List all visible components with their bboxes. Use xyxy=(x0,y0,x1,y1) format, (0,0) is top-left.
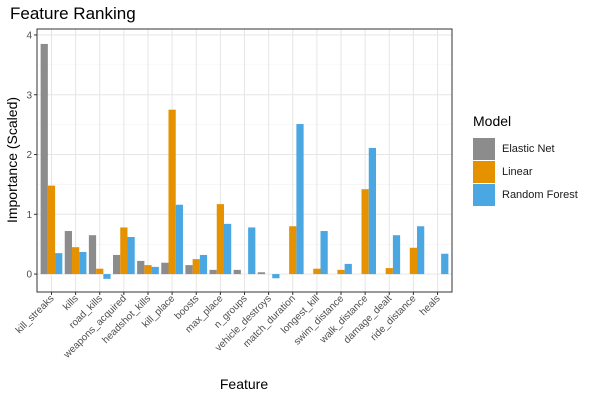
y-tick-label: 2 xyxy=(26,150,32,161)
legend-item: Linear xyxy=(473,161,533,183)
bar-random-forest-boosts xyxy=(199,254,208,275)
legend-key-swatch xyxy=(473,138,495,160)
bar-linear-boosts xyxy=(192,259,200,275)
bar-random-forest-walk_distance xyxy=(368,147,376,275)
bar-linear-kills xyxy=(71,247,80,275)
bar-random-forest-weapons_acquired xyxy=(127,237,135,275)
bar-random-forest-ride_distance xyxy=(417,226,425,275)
bar-linear-swim_distance xyxy=(337,269,345,275)
bar-random-forest-longest_kill xyxy=(320,231,328,275)
bar-linear-damage_dealt xyxy=(385,268,393,275)
bar-random-forest-kill_streaks xyxy=(55,253,63,275)
x-tick-label: kill_streaks xyxy=(14,293,57,336)
legend-key-swatch xyxy=(473,161,495,183)
bar-random-forest-kills xyxy=(79,251,87,275)
legend-label: Random Forest xyxy=(502,189,578,201)
bar-linear-match_duration xyxy=(289,226,297,275)
x-axis-label: Feature xyxy=(220,376,268,392)
legend-key-swatch xyxy=(473,184,495,206)
y-tick-label: 4 xyxy=(26,30,32,41)
bar-random-forest-n_groups xyxy=(248,227,256,275)
x-tick-label: kills xyxy=(61,293,81,313)
x-tick-label: heals xyxy=(418,293,443,318)
bar-linear-headshot_kills xyxy=(144,265,152,275)
bar-elastic-net-road_kills xyxy=(88,235,97,275)
x-axis: kill_streaks killsroad_killsweapons_acqui… xyxy=(14,292,443,361)
legend-item: Random Forest xyxy=(473,184,578,206)
bar-elastic-net-kill_place xyxy=(161,262,169,275)
bar-random-forest-max_place xyxy=(223,223,232,275)
y-tick-label: 1 xyxy=(26,210,32,221)
bar-random-forest-match_duration xyxy=(296,124,304,275)
y-tick-label: 0 xyxy=(26,270,32,281)
y-axis-label: Importance (Scaled) xyxy=(4,97,20,223)
bar-random-forest-road_kills xyxy=(103,274,111,279)
bar-linear-ride_distance xyxy=(409,247,418,275)
bar-linear-max_place xyxy=(216,204,224,275)
grid-major xyxy=(37,29,452,292)
bar-elastic-net-weapons_acquired xyxy=(113,254,121,275)
bar-elastic-net-n_groups xyxy=(233,269,241,275)
legend-label: Linear xyxy=(502,166,533,178)
legend-item: Elastic Net xyxy=(473,138,555,160)
bar-elastic-net-kills xyxy=(64,231,72,275)
legend-label: Elastic Net xyxy=(502,143,555,155)
bar-random-forest-headshot_kills xyxy=(151,266,159,275)
bars-group xyxy=(40,43,449,279)
bar-linear-walk_distance xyxy=(361,189,369,275)
bar-random-forest-heals xyxy=(441,253,449,275)
chart-title: Feature Ranking xyxy=(10,4,136,23)
bar-elastic-net-headshot_kills xyxy=(137,260,145,275)
y-axis: 0 1 2 3 4 xyxy=(26,30,37,281)
bar-elastic-net-boosts xyxy=(185,265,193,275)
y-tick-label: 3 xyxy=(26,90,32,101)
bar-elastic-net-vehicle_destroys xyxy=(257,272,266,275)
bar-linear-road_kills xyxy=(96,268,104,275)
bar-linear-kill_place xyxy=(168,109,176,275)
legend-title: Model xyxy=(473,113,512,129)
bar-elastic-net-max_place xyxy=(209,269,217,275)
bar-linear-longest_kill xyxy=(313,268,321,275)
bar-linear-kill_streaks xyxy=(47,185,56,275)
bar-random-forest-kill_place xyxy=(175,204,183,275)
bar-elastic-net-kill_streaks xyxy=(40,43,48,275)
bar-random-forest-vehicle_destroys xyxy=(272,274,280,279)
bar-linear-weapons_acquired xyxy=(120,227,128,275)
bar-random-forest-damage_dealt xyxy=(392,235,401,275)
bar-random-forest-swim_distance xyxy=(344,263,352,275)
